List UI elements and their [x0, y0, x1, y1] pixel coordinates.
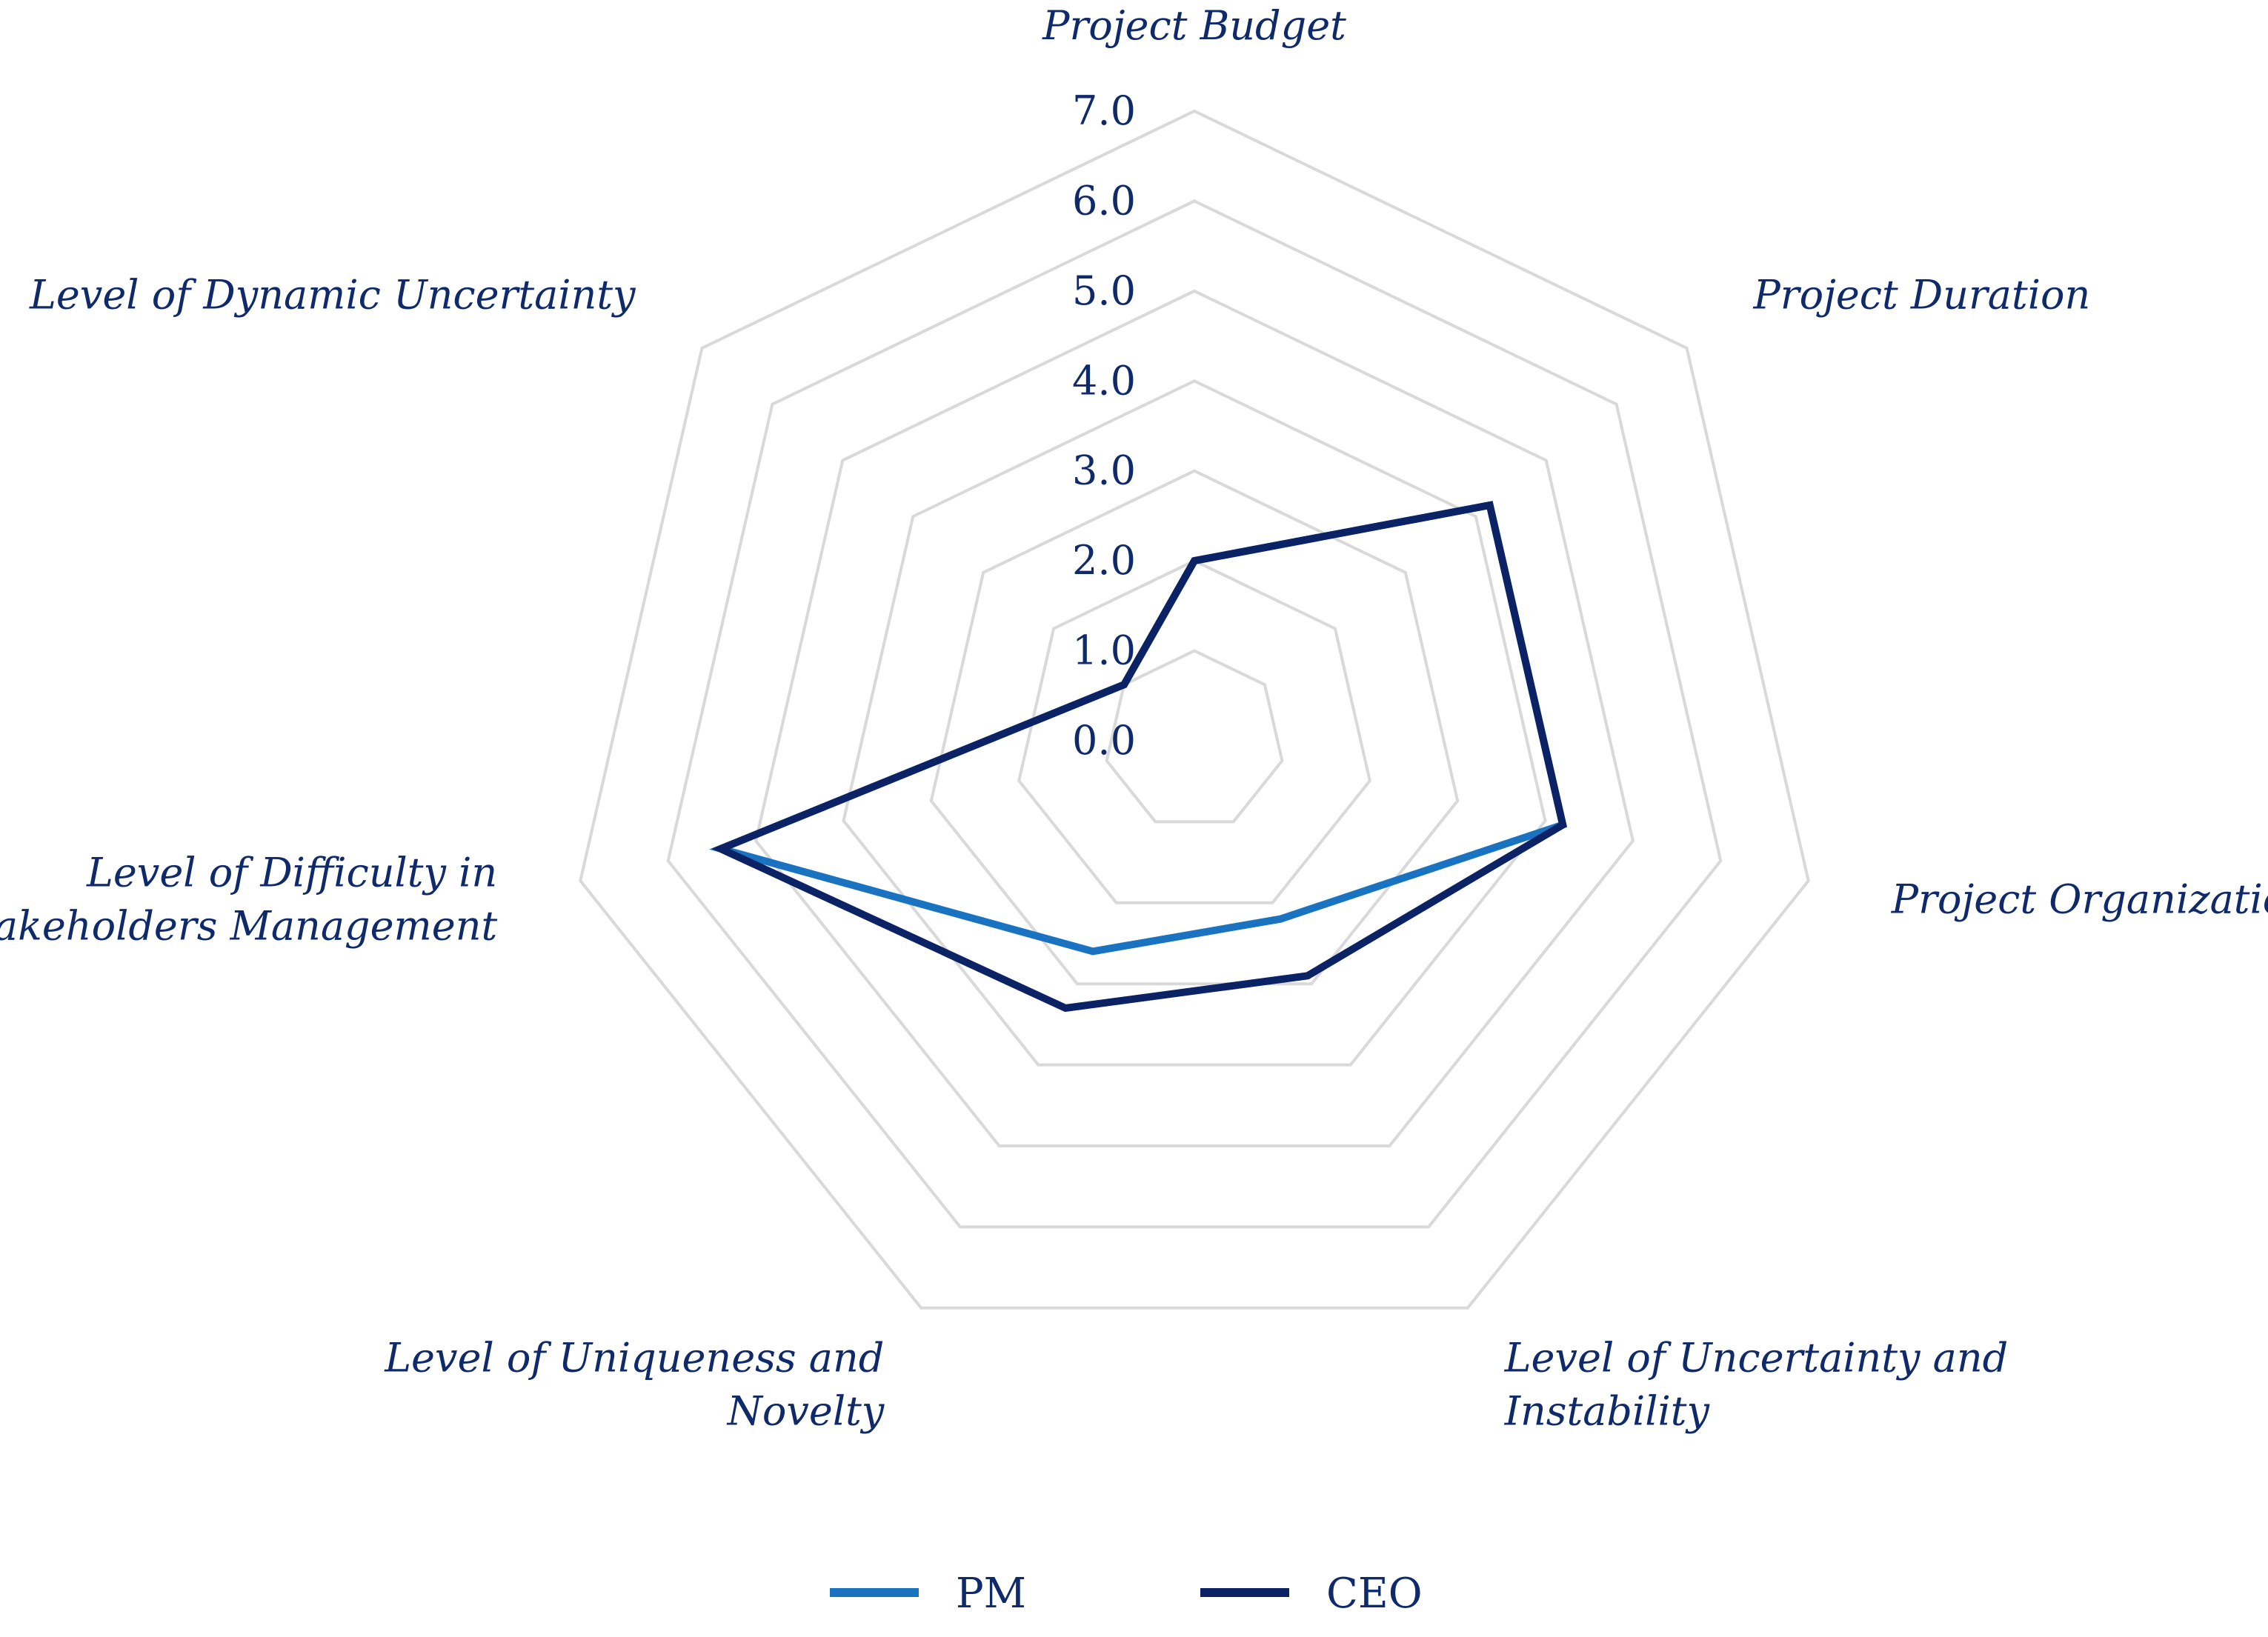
- axis-label-4-line-0: Level of Uniqueness and: [384, 1334, 884, 1381]
- legend: PM CEO: [830, 1570, 1423, 1618]
- tick-label-0: 0.0: [1072, 717, 1136, 764]
- tick-label-2: 2.0: [1072, 537, 1136, 584]
- axis-label-3-line-1: Instability: [1504, 1387, 1711, 1434]
- tick-labels: 0.0 1.0 2.0 3.0 4.0 5.0 6.0 7.0: [1072, 87, 1136, 764]
- legend-label-ceo: CEO: [1326, 1570, 1423, 1618]
- axis-label-4: Level of Uniqueness and Novelty: [384, 1334, 885, 1434]
- legend-item-pm: PM: [830, 1570, 1026, 1618]
- grid-ring-4: [842, 379, 1547, 1067]
- grid-ring-2: [1017, 559, 1371, 904]
- series-line-ceo: [711, 501, 1567, 1013]
- axis-label-0-line-0: Project Budget: [1042, 2, 1346, 49]
- axis-label-2-line-0: Project Organization: [1891, 876, 2268, 923]
- axis-label-6-line-0: Level of Dynamic Uncertainty: [29, 271, 636, 318]
- axis-labels: Project Budget Project Duration Project Or…: [0, 2, 2268, 1434]
- tick-label-4: 4.0: [1072, 357, 1136, 404]
- axis-label-1: Project Duration: [1752, 271, 2090, 318]
- grid-ring-1: [1105, 649, 1284, 824]
- tick-label-6: 6.0: [1072, 177, 1136, 224]
- axis-label-1-line-0: Project Duration: [1752, 271, 2090, 318]
- legend-label-pm: PM: [956, 1570, 1026, 1618]
- tick-label-5: 5.0: [1072, 267, 1136, 314]
- axis-label-5-line-1: Stakeholders Management: [0, 903, 497, 950]
- grid-ring-7: [579, 109, 1810, 1310]
- grid-layer: [579, 109, 1810, 1310]
- grid-ring-6: [666, 199, 1723, 1229]
- tick-label-7: 7.0: [1072, 87, 1136, 134]
- tick-label-1: 1.0: [1072, 627, 1136, 674]
- grid-ring-3: [929, 469, 1460, 986]
- axis-label-6: Level of Dynamic Uncertainty: [29, 271, 636, 318]
- series-layer: [709, 501, 1568, 1013]
- tick-label-3: 3.0: [1072, 447, 1136, 494]
- series-line-pm: [709, 501, 1568, 956]
- axis-label-5: Level of Difficulty in Stakeholders Manag…: [0, 850, 497, 950]
- axis-label-3-line-0: Level of Uncertainty and: [1504, 1334, 2009, 1381]
- axis-label-3: Level of Uncertainty and Instability: [1504, 1334, 2009, 1434]
- axis-label-0: Project Budget: [1042, 2, 1346, 49]
- axis-label-5-line-0: Level of Difficulty in: [86, 850, 497, 896]
- axis-label-2: Project Organization: [1891, 876, 2268, 923]
- legend-item-ceo: CEO: [1200, 1570, 1423, 1618]
- grid-ring-5: [754, 289, 1635, 1147]
- axis-label-4-line-1: Novelty: [726, 1387, 885, 1434]
